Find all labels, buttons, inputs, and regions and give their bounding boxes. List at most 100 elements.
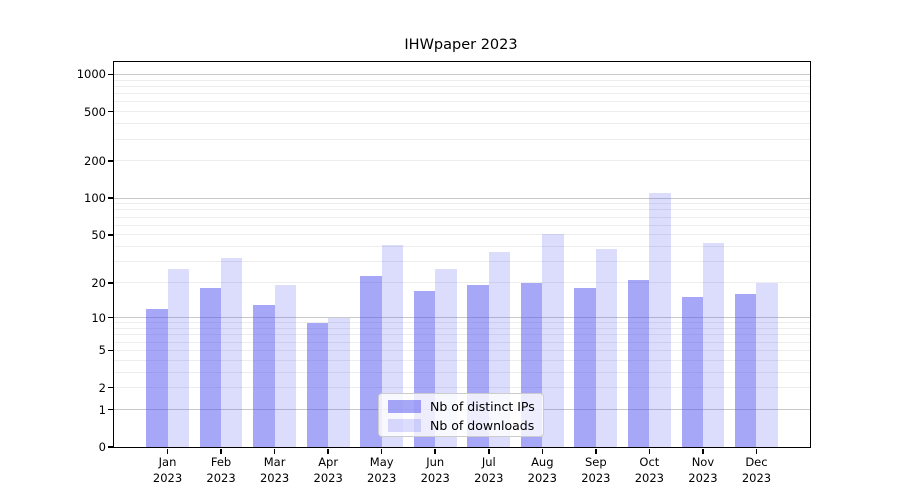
bar-distinct-ips-sep [574, 288, 596, 447]
gridline-minor [114, 138, 810, 140]
gridline-minor [114, 93, 810, 95]
y-tick-1 [107, 408, 113, 411]
y-tick-label-2: 2 [98, 380, 106, 395]
legend-swatch-distinct-ips [388, 400, 421, 413]
legend-item-distinct-ips: Nb of distinct IPs [388, 398, 535, 414]
gridline-minor [114, 334, 810, 336]
x-tick-label-oct: Oct 2023 [634, 455, 665, 485]
y-tick-label-1000: 1000 [76, 67, 106, 82]
y-tick-label-100: 100 [84, 191, 106, 206]
gridline-minor [114, 216, 810, 218]
gridline-minor [114, 261, 810, 263]
y-tick-label-20: 20 [91, 275, 106, 290]
y-tick-0 [107, 446, 113, 448]
plot-area: Nb of distinct IPs Nb of downloads Jan 2… [77, 61, 811, 485]
bar-downloads-feb [221, 258, 243, 447]
y-tick-10 [107, 316, 113, 319]
x-tick-label-nov: Nov 2023 [688, 455, 718, 485]
gridline-major [114, 73, 810, 75]
x-tick-apr [327, 448, 329, 454]
x-tick-label-mar: Mar 2023 [259, 455, 290, 485]
y-tick-label-500: 500 [84, 104, 106, 119]
y-tick-label-50: 50 [91, 227, 106, 242]
gridline-minor [114, 224, 810, 226]
y-tick-1000 [107, 73, 113, 76]
y-tick-5 [107, 349, 113, 352]
x-tick-label-may: May 2023 [367, 455, 397, 485]
bar-downloads-aug [542, 233, 564, 447]
gridline-minor [114, 327, 810, 329]
bar-distinct-ips-jan [146, 308, 168, 447]
x-tick-jul [488, 448, 490, 454]
gridline-major [114, 317, 810, 319]
legend-label-distinct-ips: Nb of distinct IPs [430, 398, 535, 414]
y-tick-2 [107, 386, 113, 389]
x-tick-label-jun: Jun 2023 [420, 455, 450, 485]
legend-item-downloads: Nb of downloads [388, 417, 535, 433]
bar-downloads-mar [274, 285, 296, 447]
x-tick-nov [702, 448, 704, 454]
y-tick-20 [107, 282, 113, 284]
x-tick-label-apr: Apr 2023 [313, 455, 343, 485]
y-tick-100 [107, 197, 113, 199]
x-tick-aug [541, 448, 544, 454]
bar-downloads-jan [167, 269, 189, 447]
y-tick-200 [107, 160, 113, 162]
x-tick-label-dec: Dec 2023 [741, 455, 772, 485]
x-tick-may [380, 448, 383, 454]
x-tick-sep [595, 448, 597, 454]
y-tick-label-0: 0 [98, 440, 106, 454]
x-tick-jun [434, 448, 436, 454]
gridline-minor [114, 160, 810, 162]
bar-distinct-ips-oct [627, 280, 650, 447]
y-tick-500 [107, 110, 113, 113]
bar-downloads-oct [649, 193, 671, 447]
gridline-minor [114, 101, 810, 103]
x-tick-mar [273, 448, 276, 454]
x-tick-feb [220, 448, 222, 454]
bar-distinct-ips-dec [735, 294, 757, 447]
y-tick-50 [107, 234, 113, 236]
x-tick-oct [648, 448, 651, 454]
gridline-minor [114, 203, 810, 205]
bar-distinct-ips-may [360, 275, 382, 447]
x-tick-label-jul: Jul 2023 [474, 455, 504, 485]
legend-label-downloads: Nb of downloads [430, 417, 535, 433]
y-tick-label-10: 10 [91, 310, 106, 325]
gridline-minor [114, 123, 810, 125]
bar-distinct-ips-feb [199, 288, 222, 447]
gridline-minor [114, 234, 810, 236]
gridline-minor [114, 282, 810, 284]
x-tick-dec [755, 448, 758, 454]
x-tick-label-aug: Aug 2023 [527, 455, 557, 485]
x-tick-label-jan: Jan 2023 [152, 455, 183, 485]
bar-distinct-ips-apr [306, 322, 329, 447]
legend: Nb of distinct IPs Nb of downloads [378, 393, 544, 437]
gridline-minor [114, 209, 810, 211]
gridline-minor [114, 387, 810, 389]
bar-distinct-ips-mar [253, 304, 275, 447]
y-tick-label-1: 1 [98, 402, 106, 417]
gridline-minor [114, 371, 810, 373]
bar-distinct-ips-nov [681, 297, 703, 447]
gridline-minor [114, 111, 810, 113]
gridline-minor [114, 246, 810, 248]
legend-swatch-downloads [388, 419, 421, 432]
bar-downloads-apr [328, 317, 350, 447]
gridline-minor [114, 359, 810, 361]
gridline-minor [114, 349, 810, 351]
x-tick-label-feb: Feb 2023 [206, 455, 236, 485]
gridline-minor [114, 341, 810, 343]
x-tick-jan [166, 448, 169, 454]
bar-downloads-nov [702, 242, 725, 447]
x-tick-label-sep: Sep 2023 [581, 455, 611, 485]
gridline-minor [114, 79, 810, 81]
gridline-minor [114, 322, 810, 324]
y-tick-label-200: 200 [84, 153, 106, 168]
chart-title: IHWpaper 2023 [404, 37, 518, 53]
bar-downloads-sep [595, 249, 618, 447]
gridline-minor [114, 85, 810, 87]
gridline-major [114, 197, 810, 199]
bar-downloads-dec [756, 282, 778, 447]
